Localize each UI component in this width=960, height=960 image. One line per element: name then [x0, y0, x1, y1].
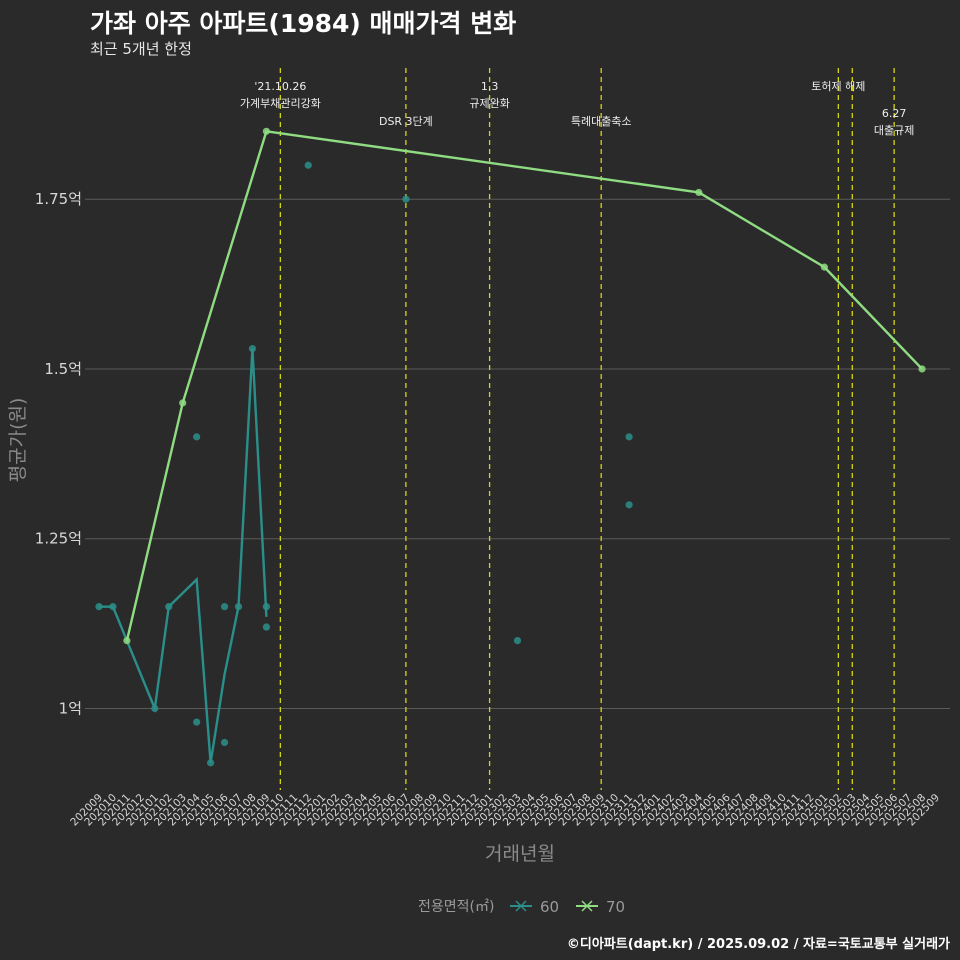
data-point-60 [193, 433, 201, 441]
data-point-70 [123, 637, 131, 645]
data-point-60 [109, 603, 117, 611]
legend-label-60: 60 [540, 898, 559, 916]
event-label: 1.3 [481, 80, 499, 93]
legend: 전용면적(㎡) 60 70 [418, 898, 625, 916]
y-axis: 1억 1.25억 1.5억 1.75억 [35, 190, 82, 717]
legend-key-mark-60 [515, 900, 527, 912]
data-point-70 [695, 188, 703, 197]
event-label: 토허제 해제 [811, 79, 865, 93]
data-point-60 [165, 603, 173, 611]
event-label: 특례대출축소 [571, 115, 632, 128]
data-point-60 [625, 501, 633, 509]
event-label: 규제완화 [469, 97, 509, 110]
x-axis: 2020092020102020112020122021012021022021… [68, 791, 942, 828]
data-point-60 [262, 623, 270, 631]
event-label: DSR 3단계 [379, 115, 433, 128]
data-point-60 [513, 637, 522, 645]
event-label: 가계부채관리강화 [240, 97, 321, 110]
data-point-60 [207, 759, 215, 767]
y-tick-label: 1억 [59, 700, 82, 718]
event-label: '21.10.26 [254, 80, 306, 93]
data-point-70 [262, 127, 270, 135]
series-line-60 [99, 348, 268, 764]
legend-key-mark-70 [581, 900, 593, 912]
data-point-60 [95, 603, 103, 611]
x-axis-title: 거래년월 [485, 843, 555, 865]
data-point-70 [820, 263, 829, 271]
grid-lines [85, 198, 950, 710]
chart-subtitle: 최근 5개년 한정 [90, 40, 192, 58]
data-point-60 [220, 603, 229, 611]
data-point-60 [248, 345, 257, 353]
data-point-70 [918, 365, 926, 373]
data-point-70 [179, 399, 187, 407]
series-group [95, 127, 926, 767]
event-label: 6.27 [882, 107, 907, 120]
data-point-60 [234, 603, 243, 611]
data-point-60 [625, 433, 633, 441]
legend-title: 전용면적(㎡) [418, 899, 494, 915]
y-axis-title: 평균가(원) [7, 398, 29, 483]
data-point-60 [193, 718, 201, 726]
data-point-60 [151, 704, 159, 713]
chart-title: 가좌 아주 아파트(1984) 매매가격 변화 [90, 9, 517, 38]
data-point-60 [402, 195, 410, 203]
event-label: 대출규제 [874, 124, 914, 137]
series-line-70 [125, 129, 923, 641]
y-tick-label: 1.75억 [35, 190, 82, 208]
data-point-60 [304, 161, 312, 169]
y-tick-label: 1.25억 [35, 530, 82, 548]
y-tick-label: 1.5억 [44, 360, 82, 378]
data-point-60 [220, 738, 229, 747]
source-caption: ©디아파트(dapt.kr) / 2025.09.02 / 자료=국토교통부 실… [566, 937, 950, 952]
data-point-60 [262, 603, 270, 611]
legend-label-70: 70 [606, 898, 625, 916]
